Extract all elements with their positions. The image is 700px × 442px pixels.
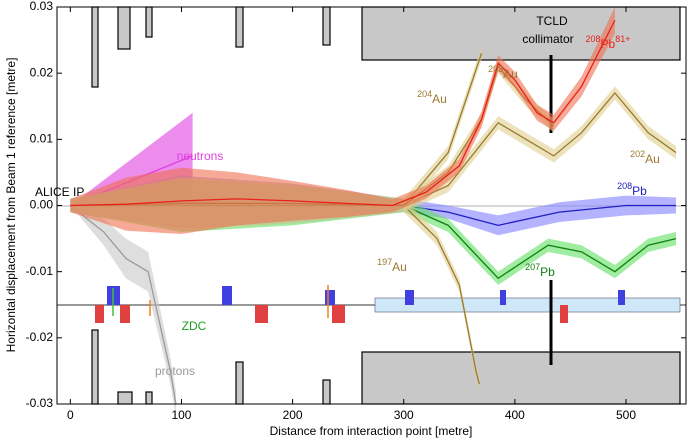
series-label: 204Au <box>417 89 447 106</box>
series-line <box>70 19 616 207</box>
series-label-part: 202 <box>630 149 645 159</box>
series-label-part: Pb <box>632 184 647 198</box>
series-label: 208Pb81+ <box>586 34 631 51</box>
x-tick-label: 300 <box>394 408 414 422</box>
series-label: 208Pb <box>617 181 647 198</box>
series-line <box>69 204 177 405</box>
band <box>70 205 176 418</box>
series-label-part: protons <box>155 364 195 378</box>
series-label: neutrons <box>177 149 224 163</box>
series-label: protons <box>155 364 195 378</box>
y-tick-label: -0.03 <box>26 396 54 410</box>
series-label-part: 208 <box>586 34 601 44</box>
y-tick-label: 0.03 <box>30 0 54 13</box>
y-tick-label: 0.00 <box>30 198 54 212</box>
x-tick-label: 0 <box>67 408 74 422</box>
series-label-part: Au <box>392 260 407 274</box>
series-label-part: Au <box>503 67 518 81</box>
x-axis-label: Distance from interaction point [metre] <box>270 424 473 438</box>
x-tick-label: 100 <box>171 408 191 422</box>
x-tick-label: 500 <box>616 408 636 422</box>
band <box>403 198 480 391</box>
series-label-part: 197 <box>377 257 392 267</box>
y-tick-label: 0.01 <box>30 132 54 146</box>
series-label: 207Pb <box>525 262 555 279</box>
series-label: 202Au <box>630 149 660 166</box>
series-label: 203Au <box>488 64 518 81</box>
series-label-part: 208 <box>617 181 632 191</box>
series-label: 197Au <box>377 257 407 274</box>
series-line <box>403 53 483 206</box>
series-label-part: Au <box>432 92 447 106</box>
series-label-part: 81+ <box>615 34 630 44</box>
series-label-part: Au <box>645 152 660 166</box>
y-tick-label: -0.02 <box>26 330 54 344</box>
plot <box>69 7 677 418</box>
x-tick-label: 400 <box>505 408 525 422</box>
y-tick-label: 0.02 <box>30 65 54 79</box>
series-label-part: 207 <box>525 262 540 272</box>
y-axis-label: Horizontal displacement from Beam 1 refe… <box>4 58 18 353</box>
y-tick-label: -0.01 <box>26 264 54 278</box>
series-label-part: 204 <box>417 89 432 99</box>
series-label-part: Pb <box>540 265 555 279</box>
series-label-part: Pb <box>601 37 616 51</box>
annotation: TCLD <box>536 14 568 28</box>
series-line <box>403 205 480 385</box>
annotation: ZDC <box>182 319 207 333</box>
x-tick-label: 200 <box>283 408 303 422</box>
annotation: ALICE IP <box>35 185 84 199</box>
band <box>70 7 615 234</box>
series-label-part: 203 <box>488 64 503 74</box>
annotation: collimator <box>522 32 573 46</box>
beamline <box>57 285 686 323</box>
series-label-part: neutrons <box>177 149 224 163</box>
